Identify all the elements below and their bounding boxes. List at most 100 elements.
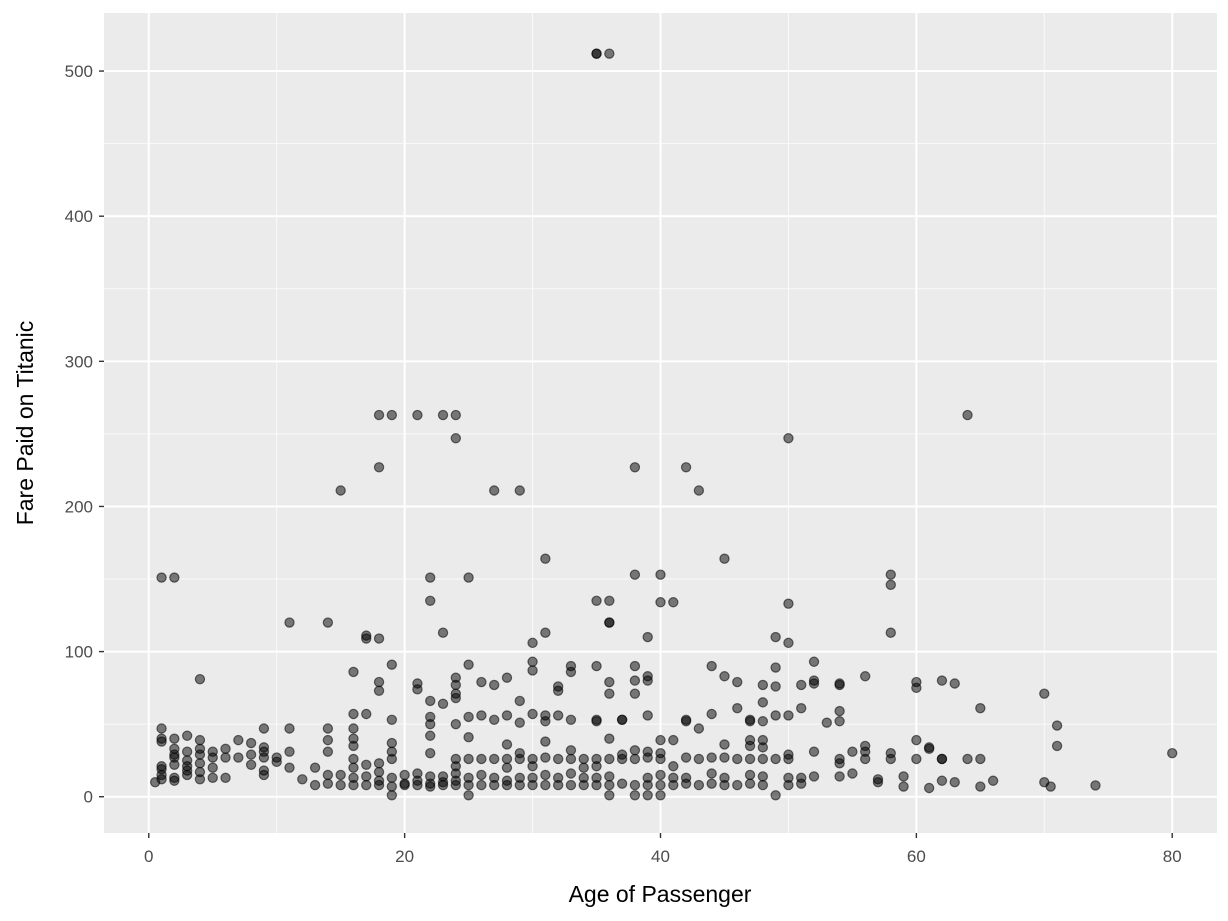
data-point (194, 673, 206, 685)
data-point (629, 675, 641, 686)
data-point (604, 676, 615, 688)
data-point (604, 771, 615, 782)
data-point (514, 779, 525, 791)
data-point (629, 779, 641, 791)
data-point (565, 666, 577, 678)
data-point (258, 752, 270, 763)
data-point (655, 597, 666, 608)
data-point (425, 781, 436, 792)
data-point (373, 685, 385, 696)
data-point (425, 718, 436, 730)
data-point (245, 759, 257, 770)
data-point (156, 736, 167, 747)
data-point (783, 598, 794, 609)
y-axis-title: Fare Paid on Titanic (12, 321, 38, 526)
data-point (348, 762, 359, 773)
data-point (693, 485, 705, 496)
data-point (463, 790, 474, 801)
y-tick-label: 0 (84, 788, 93, 807)
data-point (604, 617, 615, 628)
data-point (783, 710, 794, 721)
data-point (322, 769, 334, 781)
data-point (604, 753, 615, 765)
data-point (361, 771, 372, 782)
data-point (258, 769, 270, 781)
data-point (207, 772, 218, 784)
data-point (732, 676, 743, 688)
data-point (476, 779, 487, 791)
data-point (373, 409, 385, 421)
data-point (693, 779, 705, 791)
data-point (194, 749, 206, 760)
data-point (463, 572, 474, 583)
data-point (322, 778, 334, 789)
data-point (335, 485, 346, 496)
data-point (719, 779, 730, 791)
data-point (757, 679, 769, 691)
data-point (233, 734, 244, 746)
data-point (476, 676, 487, 688)
data-point (629, 753, 641, 765)
data-point (642, 675, 653, 686)
y-tick-label: 100 (65, 643, 93, 662)
data-point (412, 684, 423, 695)
data-point (156, 572, 167, 583)
data-point (859, 671, 871, 682)
data-point (1051, 720, 1063, 731)
data-point (591, 595, 602, 606)
data-point (975, 702, 986, 714)
data-point (284, 762, 295, 773)
data-point (668, 761, 679, 772)
data-point (552, 753, 564, 765)
data-point (527, 708, 538, 720)
data-point (361, 633, 372, 644)
data-point (540, 736, 551, 747)
data-point (169, 775, 180, 786)
data-point (744, 778, 756, 789)
data-point (591, 48, 602, 59)
data-point (591, 761, 602, 772)
data-point (514, 485, 525, 496)
data-point (501, 753, 513, 765)
data-point (297, 774, 308, 785)
data-point (552, 779, 564, 791)
data-point (655, 769, 666, 781)
data-point (181, 730, 193, 741)
data-point (425, 572, 436, 583)
data-point (975, 781, 986, 792)
data-point (450, 779, 462, 791)
x-tick-label: 40 (651, 847, 670, 866)
data-point (834, 771, 845, 782)
data-point (386, 714, 398, 726)
data-point (911, 682, 922, 694)
data-point (552, 710, 564, 721)
data-point (476, 769, 487, 781)
data-point (386, 781, 398, 792)
data-point (757, 771, 769, 782)
data-points (149, 48, 1178, 801)
data-point (284, 617, 295, 628)
data-point (565, 745, 577, 756)
data-point (834, 705, 845, 717)
data-point (719, 752, 730, 763)
data-point (386, 772, 398, 784)
data-point (463, 753, 474, 765)
data-point (245, 737, 257, 749)
data-point (412, 409, 423, 421)
data-point (885, 579, 896, 591)
data-point (744, 753, 756, 765)
data-point (245, 749, 257, 760)
data-point (757, 716, 769, 727)
data-point (680, 462, 692, 473)
data-point (757, 779, 769, 791)
axis-ticks (99, 70, 1173, 838)
data-point (757, 697, 769, 708)
data-point (591, 779, 602, 791)
data-point (859, 753, 871, 765)
data-point (808, 675, 820, 686)
y-tick-label: 500 (65, 62, 93, 81)
data-point (911, 734, 922, 746)
data-point (732, 779, 743, 791)
data-point (936, 753, 948, 765)
